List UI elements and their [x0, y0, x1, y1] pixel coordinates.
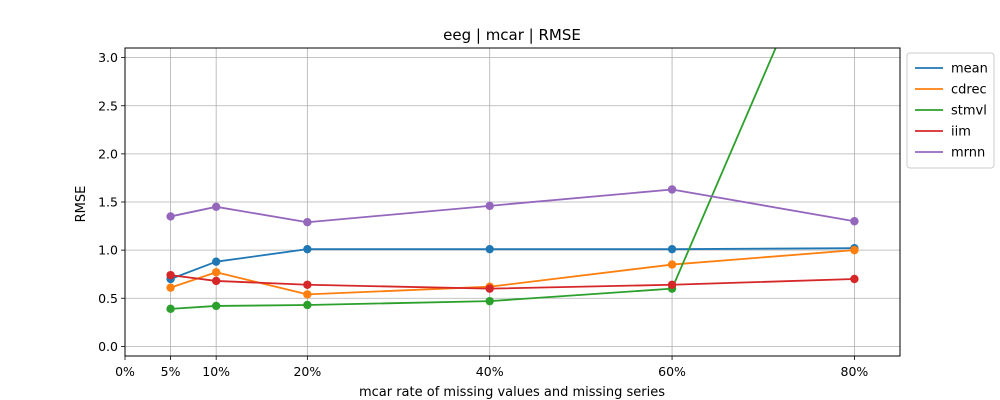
data-point-iim: [166, 270, 175, 280]
x-tick-label: 60%: [658, 364, 686, 379]
data-point-mrnn: [485, 201, 494, 211]
data-point-mrnn: [211, 202, 221, 212]
data-point-mrnn: [850, 217, 859, 226]
data-point-iim: [667, 280, 677, 289]
y-axis-label: RMSE: [74, 186, 89, 223]
y-tick-label: 1.5: [98, 195, 118, 210]
x-tick-label: 5%: [161, 364, 181, 379]
legend-label-iim: iim: [951, 125, 971, 140]
data-point-iim: [485, 284, 494, 293]
y-tick-label: 0.0: [98, 339, 118, 354]
data-point-mean: [303, 244, 312, 254]
legend-box: [906, 52, 995, 169]
x-tick-label: 10%: [202, 364, 230, 379]
series-line-mean: [170, 247, 855, 280]
data-point-mean: [211, 257, 221, 266]
data-point-stmvl: [211, 301, 221, 311]
data-point-cdrec: [211, 268, 221, 277]
axes: 0% 5% 10% 20% 40% 60% 80% 0.0 0.5 1.0 1.5 2.0 2.5 3.0: [98, 50, 868, 379]
series-cdrec: [166, 245, 859, 299]
data-point-cdrec: [850, 245, 859, 255]
legend-label-stmvl: stmvl: [951, 104, 987, 119]
series-stmvl: [166, 48, 777, 314]
x-tick-label: 80%: [841, 364, 869, 379]
series-line-cdrec: [170, 249, 855, 296]
data-point-mean: [667, 244, 677, 254]
data-point-mrnn: [303, 218, 312, 227]
y-tick-label: 2.0: [98, 146, 118, 161]
data-point-stmvl: [166, 304, 175, 314]
series-layer: [166, 48, 859, 314]
data-point-iim: [850, 274, 859, 284]
data-point-mrnn: [667, 185, 677, 194]
x-axis-label: mcar rate of missing values and missing …: [359, 385, 665, 400]
series-line-mrnn: [170, 188, 855, 224]
chart-title: eeg | mcar | RMSE: [443, 26, 581, 44]
series-line-stmvl: [170, 48, 777, 310]
grid: [124, 48, 900, 356]
data-point-iim: [303, 280, 312, 289]
legend-label-mean: mean: [951, 62, 988, 77]
data-point-cdrec: [667, 260, 677, 269]
data-point-mrnn: [166, 212, 175, 221]
series-line-iim: [170, 274, 855, 290]
data-point-mean: [485, 244, 494, 254]
x-tick-label: 0%: [115, 364, 135, 379]
x-tick-label: 40%: [476, 364, 504, 379]
data-point-cdrec: [303, 290, 312, 299]
legend-label-cdrec: cdrec: [951, 83, 987, 98]
data-point-cdrec: [166, 283, 175, 292]
x-tick-label: 20%: [293, 364, 321, 379]
y-tick-label: 2.5: [98, 98, 118, 113]
y-tick-label: 0.5: [98, 291, 118, 306]
legend-label-mrnn: mrnn: [951, 146, 985, 161]
series-mrnn: [166, 185, 859, 227]
series-iim: [166, 270, 859, 293]
data-point-stmvl: [303, 300, 312, 310]
data-point-stmvl: [485, 296, 494, 306]
data-point-iim: [211, 276, 221, 286]
y-tick-label: 3.0: [98, 50, 118, 65]
y-tick-label: 1.0: [98, 243, 118, 258]
legend: mean cdrec stmvl iim mrnn: [906, 52, 995, 169]
